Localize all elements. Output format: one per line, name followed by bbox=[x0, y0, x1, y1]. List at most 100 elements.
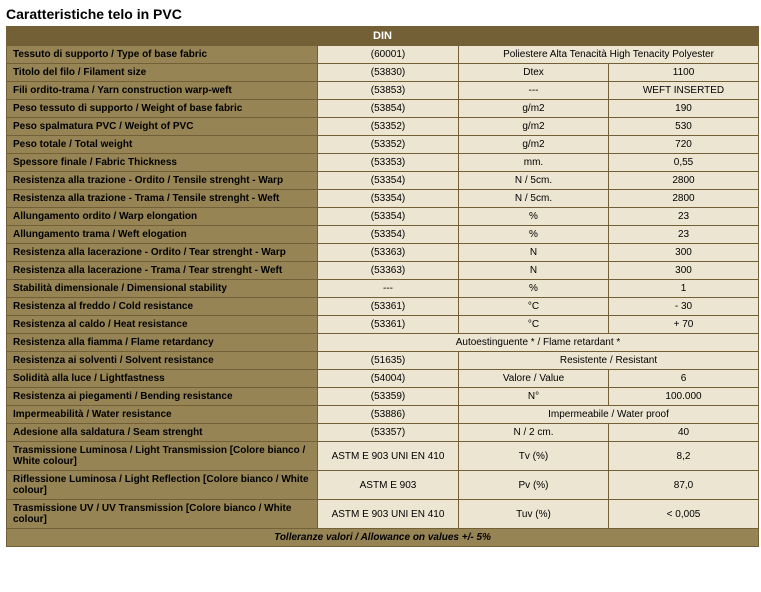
row-value: 300 bbox=[609, 262, 758, 279]
row-value: 300 bbox=[609, 244, 758, 261]
row-value: Resistente / Resistant bbox=[459, 352, 758, 369]
table-row: Resistenza ai solventi / Solvent resista… bbox=[7, 352, 758, 369]
row-code: (53354) bbox=[318, 208, 458, 225]
row-code: (53363) bbox=[318, 244, 458, 261]
row-unit: mm. bbox=[459, 154, 608, 171]
row-value: Impermeabile / Water proof bbox=[459, 406, 758, 423]
row-code: (53853) bbox=[318, 82, 458, 99]
row-value: < 0,005 bbox=[609, 500, 758, 528]
row-value: Autoestinguente * / Flame retardant * bbox=[318, 334, 758, 351]
table-row: Resistenza alla lacerazione - Trama / Te… bbox=[7, 262, 758, 279]
row-label: Impermeabilità / Water resistance bbox=[7, 406, 317, 423]
table-row: Allungamento trama / Weft elogation(5335… bbox=[7, 226, 758, 243]
row-label: Allungamento trama / Weft elogation bbox=[7, 226, 317, 243]
row-label: Resistenza alla lacerazione - Trama / Te… bbox=[7, 262, 317, 279]
row-unit: N / 5cm. bbox=[459, 190, 608, 207]
row-value: 2800 bbox=[609, 190, 758, 207]
row-label: Resistenza alla trazione - Ordito / Tens… bbox=[7, 172, 317, 189]
row-value: 190 bbox=[609, 100, 758, 117]
row-unit: °C bbox=[459, 298, 608, 315]
row-label: Resistenza ai piegamenti / Bending resis… bbox=[7, 388, 317, 405]
row-label: Resistenza alla fiamma / Flame retardanc… bbox=[7, 334, 317, 351]
row-unit: Dtex bbox=[459, 64, 608, 81]
row-code: (51635) bbox=[318, 352, 458, 369]
row-label: Trasmissione UV / UV Transmission [Color… bbox=[7, 500, 317, 528]
table-row: Trasmissione UV / UV Transmission [Color… bbox=[7, 500, 758, 528]
row-value: WEFT INSERTED bbox=[609, 82, 758, 99]
row-value: 1 bbox=[609, 280, 758, 297]
row-label: Spessore finale / Fabric Thickness bbox=[7, 154, 317, 171]
row-code: (53854) bbox=[318, 100, 458, 117]
row-code: --- bbox=[318, 280, 458, 297]
table-row: Resistenza alla trazione - Trama / Tensi… bbox=[7, 190, 758, 207]
table-row: Impermeabilità / Water resistance(53886)… bbox=[7, 406, 758, 423]
row-value: 530 bbox=[609, 118, 758, 135]
row-code: (53354) bbox=[318, 172, 458, 189]
row-value: 720 bbox=[609, 136, 758, 153]
table-row: Fili ordito-trama / Yarn construction wa… bbox=[7, 82, 758, 99]
table-row: Stabilità dimensionale / Dimensional sta… bbox=[7, 280, 758, 297]
row-value: 87,0 bbox=[609, 471, 758, 499]
row-value: Poliestere Alta Tenacità High Tenacity P… bbox=[459, 46, 758, 63]
row-unit: Pv (%) bbox=[459, 471, 608, 499]
row-code: ASTM E 903 bbox=[318, 471, 458, 499]
row-unit: g/m2 bbox=[459, 118, 608, 135]
table-row: Resistenza al caldo / Heat resistance(53… bbox=[7, 316, 758, 333]
row-label: Trasmissione Luminosa / Light Transmissi… bbox=[7, 442, 317, 470]
table-row: Resistenza alla trazione - Ordito / Tens… bbox=[7, 172, 758, 189]
table-row: Resistenza ai piegamenti / Bending resis… bbox=[7, 388, 758, 405]
row-label: Peso tessuto di supporto / Weight of bas… bbox=[7, 100, 317, 117]
spec-table: DIN Tessuto di supporto / Type of base f… bbox=[6, 26, 759, 547]
row-code: (53361) bbox=[318, 316, 458, 333]
row-value: 6 bbox=[609, 370, 758, 387]
table-header: DIN bbox=[7, 27, 758, 45]
row-label: Resistenza alla lacerazione - Ordito / T… bbox=[7, 244, 317, 261]
row-code: (54004) bbox=[318, 370, 458, 387]
row-label: Titolo del filo / Filament size bbox=[7, 64, 317, 81]
row-value: 23 bbox=[609, 226, 758, 243]
row-code: (53359) bbox=[318, 388, 458, 405]
table-row: Resistenza alla lacerazione - Ordito / T… bbox=[7, 244, 758, 261]
row-unit: N / 2 cm. bbox=[459, 424, 608, 441]
table-row: Peso totale / Total weight(53352)g/m2720 bbox=[7, 136, 758, 153]
row-label: Peso spalmatura PVC / Weight of PVC bbox=[7, 118, 317, 135]
table-row: Allungamento ordito / Warp elongation(53… bbox=[7, 208, 758, 225]
row-value: 2800 bbox=[609, 172, 758, 189]
row-unit: N bbox=[459, 262, 608, 279]
row-label: Allungamento ordito / Warp elongation bbox=[7, 208, 317, 225]
table-row: Peso tessuto di supporto / Weight of bas… bbox=[7, 100, 758, 117]
row-label: Fili ordito-trama / Yarn construction wa… bbox=[7, 82, 317, 99]
row-label: Stabilità dimensionale / Dimensional sta… bbox=[7, 280, 317, 297]
row-label: Solidità alla luce / Lightfastness bbox=[7, 370, 317, 387]
table-footer: Tolleranze valori / Allowance on values … bbox=[7, 529, 758, 546]
row-unit: % bbox=[459, 280, 608, 297]
row-value: - 30 bbox=[609, 298, 758, 315]
row-value: 100.000 bbox=[609, 388, 758, 405]
table-row: Riflessione Luminosa / Light Reflection … bbox=[7, 471, 758, 499]
table-row: Resistenza alla fiamma / Flame retardanc… bbox=[7, 334, 758, 351]
row-unit: Valore / Value bbox=[459, 370, 608, 387]
row-code: (53352) bbox=[318, 118, 458, 135]
row-unit: N / 5cm. bbox=[459, 172, 608, 189]
row-unit: N bbox=[459, 244, 608, 261]
row-label: Peso totale / Total weight bbox=[7, 136, 317, 153]
row-code: (53363) bbox=[318, 262, 458, 279]
row-code: (53352) bbox=[318, 136, 458, 153]
table-row: Solidità alla luce / Lightfastness(54004… bbox=[7, 370, 758, 387]
page-title: Caratteristiche telo in PVC bbox=[6, 6, 755, 22]
row-value: 1100 bbox=[609, 64, 758, 81]
table-row: Spessore finale / Fabric Thickness(53353… bbox=[7, 154, 758, 171]
row-label: Resistenza alla trazione - Trama / Tensi… bbox=[7, 190, 317, 207]
row-code: (53357) bbox=[318, 424, 458, 441]
row-label: Resistenza al freddo / Cold resistance bbox=[7, 298, 317, 315]
row-label: Riflessione Luminosa / Light Reflection … bbox=[7, 471, 317, 499]
row-unit: Tv (%) bbox=[459, 442, 608, 470]
row-label: Resistenza al caldo / Heat resistance bbox=[7, 316, 317, 333]
row-label: Resistenza ai solventi / Solvent resista… bbox=[7, 352, 317, 369]
row-unit: % bbox=[459, 226, 608, 243]
row-label: Tessuto di supporto / Type of base fabri… bbox=[7, 46, 317, 63]
row-unit: g/m2 bbox=[459, 136, 608, 153]
row-value: 40 bbox=[609, 424, 758, 441]
row-unit: g/m2 bbox=[459, 100, 608, 117]
row-code: (60001) bbox=[318, 46, 458, 63]
